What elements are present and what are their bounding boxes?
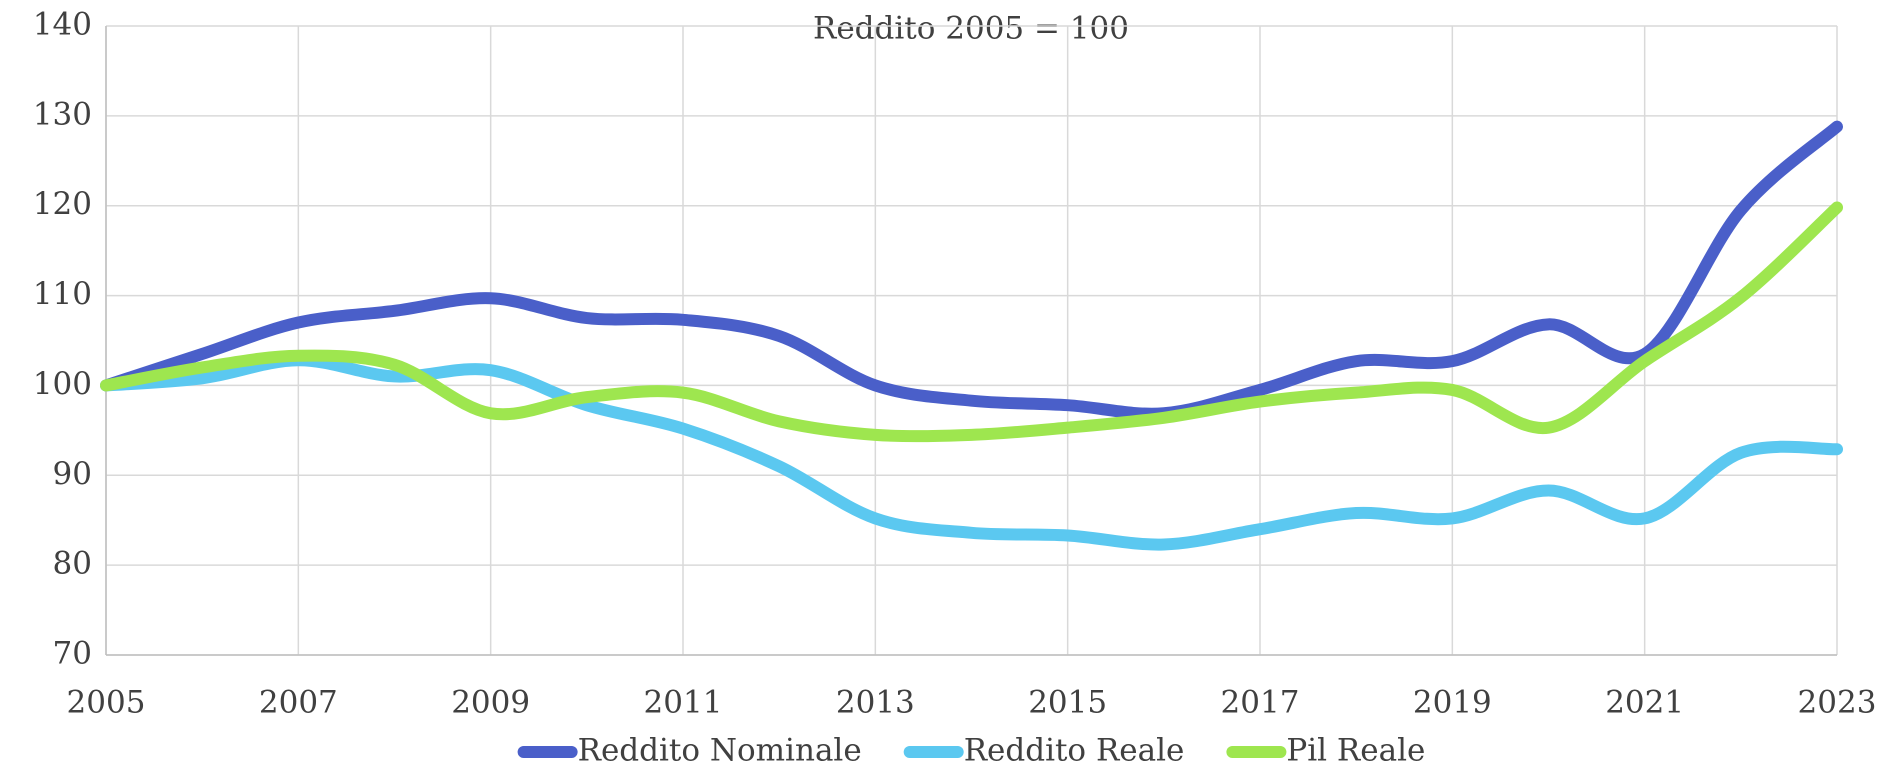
- legend-label: Pil Reale: [1286, 733, 1425, 768]
- x-tick-label: 2007: [259, 685, 338, 721]
- series-line: [100, 201, 1843, 443]
- y-tick-label: 120: [33, 186, 92, 222]
- x-tick-label: 2019: [1413, 685, 1492, 721]
- legend-label: Reddito Nominale: [578, 733, 862, 768]
- x-tick-label: 2013: [836, 685, 915, 721]
- legend-label: Reddito Reale: [964, 733, 1185, 768]
- y-tick-label: 110: [33, 276, 92, 312]
- x-tick-label: 2021: [1605, 685, 1684, 721]
- x-tick-label: 2017: [1221, 685, 1300, 721]
- y-tick-label: 130: [33, 96, 92, 132]
- y-tick-label: 70: [53, 636, 92, 672]
- chart-title: Reddito 2005 = 100: [813, 11, 1129, 47]
- x-tick-label: 2005: [67, 685, 146, 721]
- x-tick-label: 2009: [451, 685, 530, 721]
- y-tick-label: 100: [33, 366, 92, 402]
- y-tick-label: 90: [53, 456, 92, 492]
- y-tick-label: 140: [33, 7, 92, 43]
- series-line: [100, 354, 1843, 551]
- x-tick-label: 2011: [644, 685, 723, 721]
- x-tick-label: 2015: [1028, 685, 1107, 721]
- x-tick-label: 2023: [1798, 685, 1877, 721]
- series-line: [100, 120, 1843, 420]
- y-tick-label: 80: [53, 546, 92, 582]
